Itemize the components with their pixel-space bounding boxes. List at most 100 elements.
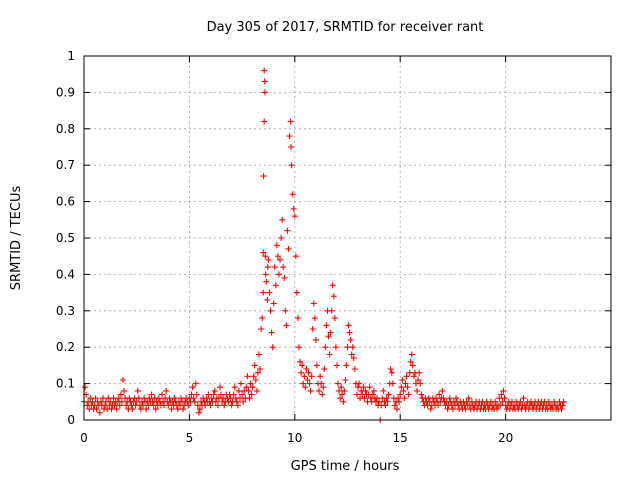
- data-point: [193, 391, 200, 398]
- data-point: [121, 387, 128, 394]
- data-point: [288, 144, 294, 150]
- y-tick-label: 1: [67, 49, 75, 63]
- data-point: [145, 402, 152, 409]
- data-point: [295, 315, 301, 322]
- data-point: [259, 315, 266, 322]
- data-point: [185, 402, 192, 409]
- data-point: [405, 391, 412, 398]
- data-point: [277, 256, 283, 263]
- data-point: [301, 373, 308, 380]
- data-point: [228, 402, 235, 409]
- data-point: [329, 282, 336, 289]
- data-point: [449, 406, 456, 413]
- data-point: [93, 406, 100, 413]
- data-point: [343, 362, 350, 369]
- data-point: [129, 406, 136, 413]
- data-point: [414, 387, 421, 394]
- data-point: [351, 366, 358, 372]
- x-tick-label: 15: [393, 431, 408, 445]
- data-point: [247, 380, 254, 387]
- data-point: [296, 344, 302, 351]
- data-point: [402, 380, 409, 387]
- data-point: [327, 329, 334, 336]
- data-point: [494, 406, 501, 413]
- data-point: [268, 329, 275, 336]
- data-point: [180, 406, 187, 413]
- data-point: [217, 384, 223, 391]
- data-point: [319, 391, 326, 398]
- data-point: [309, 326, 316, 332]
- data-point: [297, 358, 304, 365]
- data-point: [203, 395, 210, 402]
- data-point: [140, 402, 146, 409]
- data-point: [340, 398, 347, 405]
- data-point: [293, 289, 300, 296]
- data-point: [391, 402, 398, 409]
- data-point: [108, 406, 115, 413]
- data-point: [560, 398, 567, 405]
- data-point: [496, 395, 503, 402]
- data-point: [250, 373, 257, 380]
- data-point: [291, 213, 298, 220]
- data-point: [260, 249, 267, 256]
- data-point: [323, 322, 330, 329]
- data-point: [133, 398, 140, 405]
- data-point: [395, 395, 402, 402]
- data-point: [385, 391, 392, 398]
- data-point: [233, 398, 240, 405]
- data-point: [117, 391, 124, 398]
- data-point: [212, 398, 219, 405]
- data-point: [339, 391, 346, 398]
- data-point: [499, 398, 506, 405]
- data-point: [317, 373, 324, 380]
- data-point: [406, 369, 413, 376]
- y-tick-label: 0.3: [56, 304, 75, 318]
- data-point: [196, 406, 203, 413]
- data-point: [348, 351, 355, 358]
- data-point: [334, 362, 340, 369]
- data-point: [366, 384, 373, 391]
- data-point: [453, 395, 460, 402]
- data-point: [462, 406, 469, 413]
- data-point: [92, 395, 99, 402]
- data-point: [350, 355, 357, 362]
- data-point: [190, 395, 197, 402]
- data-point: [100, 395, 106, 402]
- data-point: [262, 253, 269, 260]
- y-tick-label: 0.7: [56, 158, 75, 172]
- y-tick-label: 0.1: [56, 377, 75, 391]
- data-point: [107, 398, 114, 405]
- data-point: [276, 271, 282, 278]
- data-point: [439, 387, 446, 394]
- data-point: [396, 398, 403, 405]
- data-point: [401, 395, 408, 402]
- data-point: [328, 307, 335, 314]
- data-point: [166, 395, 173, 402]
- data-point: [336, 387, 343, 394]
- data-point: [387, 366, 394, 372]
- data-point: [146, 395, 153, 402]
- data-point: [282, 307, 289, 314]
- data-point: [342, 377, 349, 383]
- data-point: [105, 395, 112, 402]
- data-point: [262, 271, 269, 278]
- data-point: [299, 362, 306, 369]
- data-point: [244, 373, 251, 380]
- data-point: [321, 366, 328, 372]
- data-point: [356, 380, 363, 387]
- data-point: [313, 362, 320, 369]
- data-point: [118, 398, 125, 405]
- data-point: [270, 300, 277, 307]
- data-point: [163, 387, 170, 394]
- data-point: [279, 216, 286, 223]
- data-point: [440, 395, 447, 402]
- data-point: [304, 377, 311, 383]
- data-point: [152, 406, 159, 413]
- data-point: [261, 89, 268, 96]
- data-point: [337, 395, 344, 402]
- data-point: [248, 391, 255, 398]
- data-point: [260, 173, 267, 180]
- data-point: [235, 387, 242, 394]
- data-point: [497, 402, 504, 409]
